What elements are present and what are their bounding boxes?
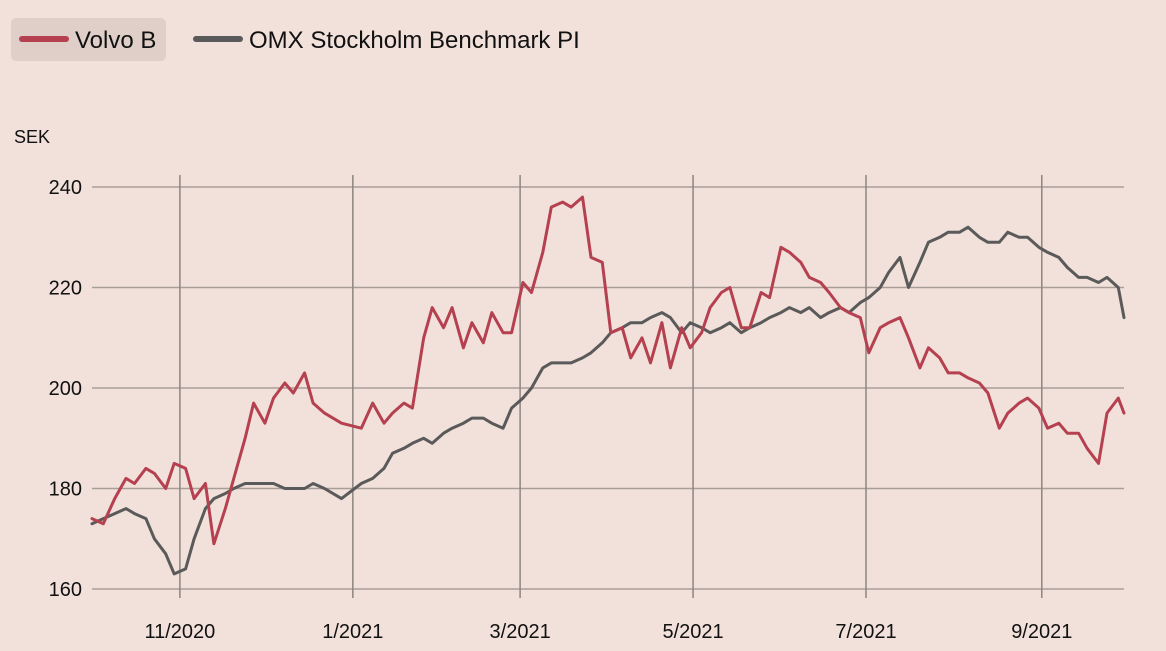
- y-tick-label: 160: [49, 579, 82, 601]
- plot-area: [90, 195, 1126, 576]
- y-tick-label: 220: [49, 278, 82, 300]
- x-tick-label: 9/2021: [1011, 621, 1072, 643]
- x-axis-ticks: 11/2020 1/2021 3/2021 5/2021 7/2021 9/2021: [144, 621, 1072, 643]
- y-axis-ticks: 160 180 200 220 240: [49, 177, 82, 601]
- x-tick-label: 5/2021: [662, 621, 723, 643]
- legend-item-omx[interactable]: OMX Stockholm Benchmark PI: [193, 27, 580, 54]
- x-tick-label: 7/2021: [835, 621, 896, 643]
- y-tick-label: 200: [49, 378, 82, 400]
- legend-label-volvo: Volvo B: [75, 27, 156, 54]
- legend: Volvo B OMX Stockholm Benchmark PI: [11, 18, 580, 61]
- x-tick-label: 1/2021: [322, 621, 383, 643]
- y-axis-label: SEK: [14, 127, 50, 147]
- y-tick-label: 240: [49, 177, 82, 199]
- grid: [92, 175, 1124, 598]
- legend-label-omx: OMX Stockholm Benchmark PI: [249, 27, 580, 54]
- y-tick-label: 180: [49, 479, 82, 501]
- series-line-omx: [90, 225, 1126, 576]
- x-tick-label: 11/2020: [144, 621, 215, 643]
- legend-selected-highlight: [11, 18, 166, 61]
- series-line-volvo: [90, 195, 1126, 546]
- x-tick-label: 3/2021: [490, 621, 551, 643]
- legend-item-volvo[interactable]: Volvo B: [19, 27, 156, 54]
